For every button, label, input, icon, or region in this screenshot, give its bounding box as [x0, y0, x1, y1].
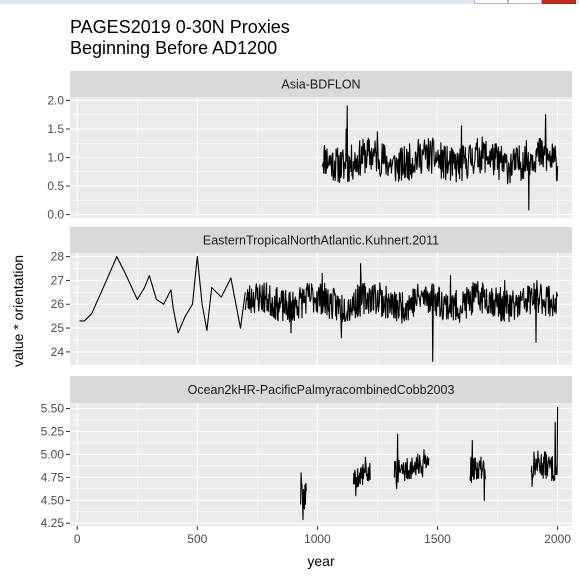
y-tick-label: 26 — [51, 297, 65, 311]
y-tick-label: 28 — [51, 250, 65, 264]
series-line — [79, 256, 246, 334]
y-tick-label: 0.5 — [47, 179, 64, 193]
y-tick-label: 5.50 — [41, 402, 65, 416]
y-tick-label: 24 — [51, 345, 65, 359]
y-tick-label: 4.75 — [41, 470, 65, 484]
y-tick-label: 27 — [51, 273, 65, 287]
x-axis-title: year — [307, 553, 335, 569]
y-tick-label: 5.00 — [41, 447, 65, 461]
facet-strip-label: Asia-BDFLON — [281, 78, 360, 92]
y-tick-label: 1.5 — [47, 122, 64, 136]
x-tick-label: 0 — [74, 532, 81, 546]
y-axis-title: value * orientation — [10, 255, 26, 367]
series-line — [469, 440, 486, 501]
series-line — [244, 263, 559, 362]
x-tick-label: 2000 — [544, 532, 571, 546]
y-tick-label: 1.0 — [47, 151, 64, 165]
series-line — [300, 472, 307, 521]
panel-background — [70, 403, 572, 526]
window-titlebar-edge — [0, 0, 579, 4]
series-line — [352, 456, 371, 497]
x-tick-label: 1000 — [304, 532, 331, 546]
y-tick-label: 5.25 — [41, 424, 65, 438]
facet-strip-label: Ocean2kHR-PacificPalmyracombinedCobb2003 — [188, 383, 455, 397]
series-line — [321, 105, 559, 211]
y-tick-label: 0.0 — [47, 208, 64, 222]
minimize-button[interactable] — [474, 0, 508, 4]
y-tick-label: 4.50 — [41, 493, 65, 507]
y-tick-label: 25 — [51, 321, 65, 335]
series-line — [530, 406, 559, 488]
x-tick-label: 1500 — [424, 532, 451, 546]
chart-title-line-1: PAGES2019 0-30N Proxies — [70, 17, 290, 37]
maximize-button[interactable] — [508, 0, 542, 4]
facet-strip — [70, 71, 572, 97]
facet-strip — [70, 376, 572, 403]
y-tick-label: 2.0 — [47, 93, 64, 107]
series-line — [393, 433, 430, 489]
facet-strip-label: EasternTropicalNorthAtlantic.Kuhnert.201… — [203, 234, 439, 248]
chart-title-line-2: Beginning Before AD1200 — [70, 38, 278, 58]
x-tick-label: 500 — [187, 532, 207, 546]
y-tick-label: 4.25 — [41, 516, 65, 530]
close-button[interactable] — [542, 0, 576, 4]
facet-strip — [70, 227, 572, 253]
